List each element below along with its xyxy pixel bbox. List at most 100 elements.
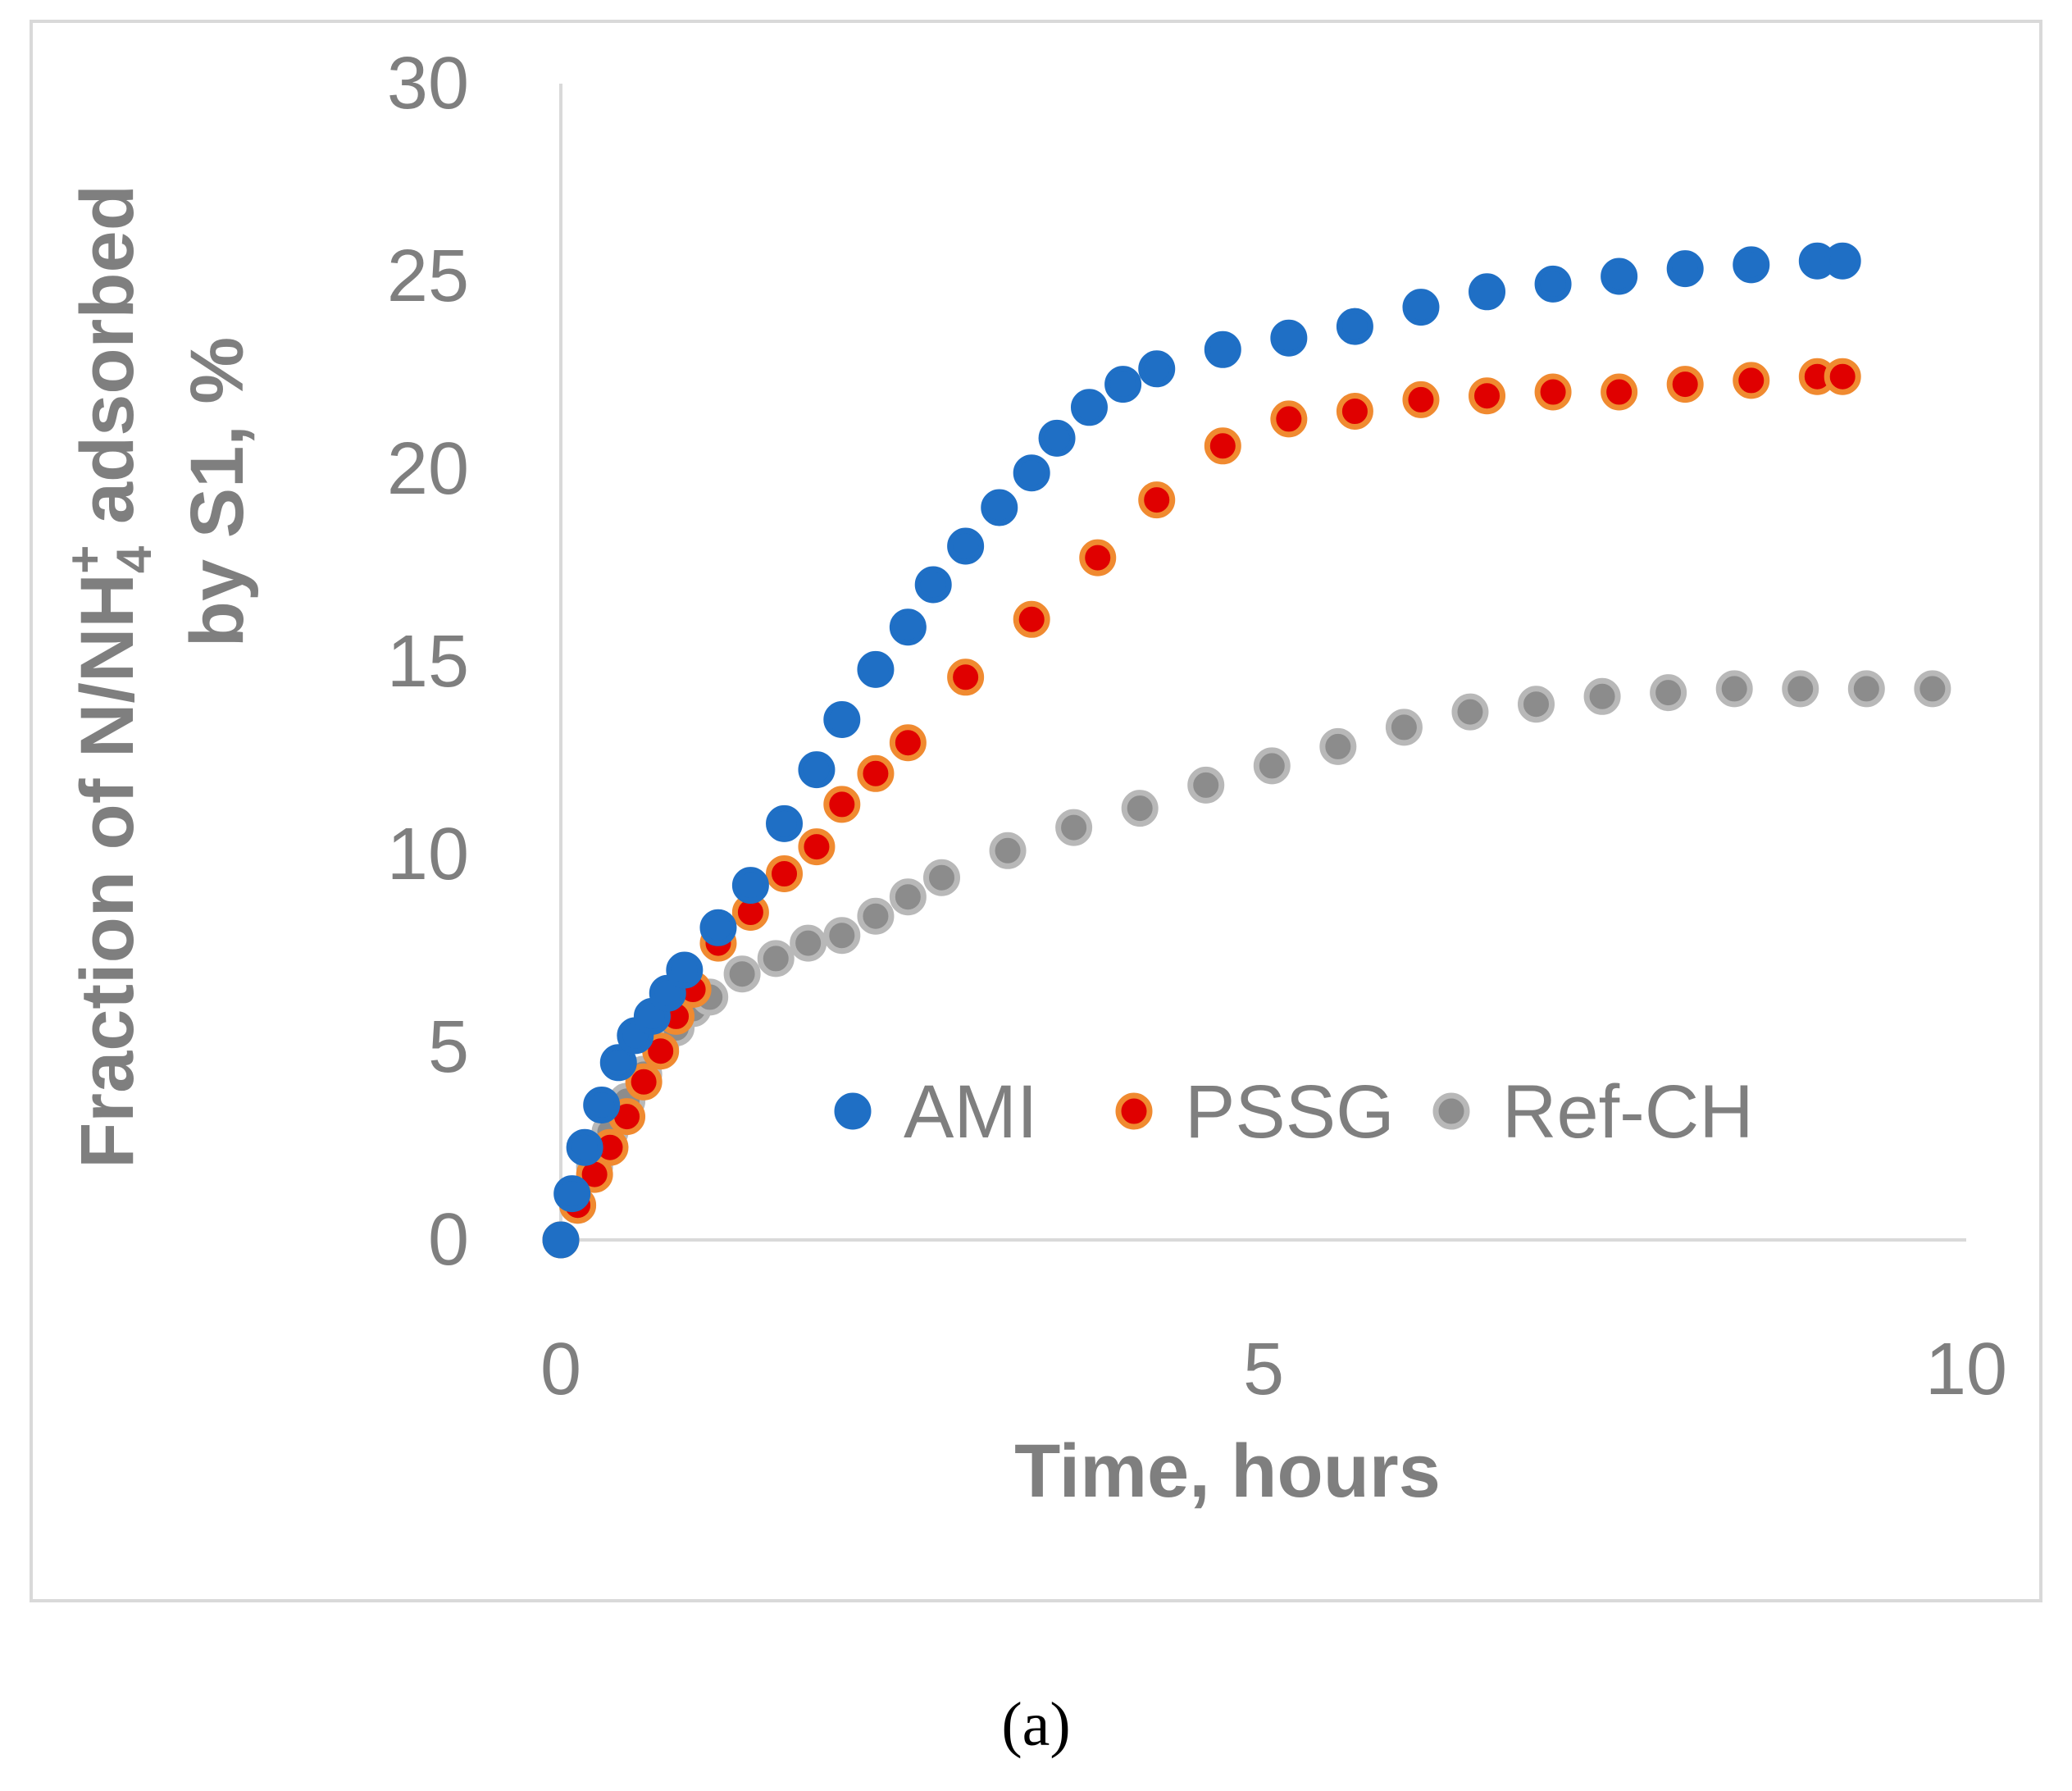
y-tick-label: 5 [428, 1006, 469, 1088]
point-ref-ch [857, 897, 895, 935]
point-ami [823, 701, 861, 738]
point-ami [947, 527, 985, 565]
point-ami [699, 909, 737, 946]
point-ami [1336, 308, 1373, 345]
point-ami [583, 1087, 621, 1123]
point-ref-ch [790, 924, 827, 962]
point-pssg [1534, 373, 1572, 411]
y-tick-label: 10 [387, 813, 469, 896]
point-pssg [1336, 393, 1373, 430]
point-pssg [1601, 373, 1638, 411]
point-ref-ch [1847, 670, 1885, 708]
point-ami [981, 489, 1018, 526]
point-ref-ch [1385, 709, 1423, 746]
points-layer [542, 242, 1951, 1259]
point-ref-ch [1187, 766, 1225, 804]
point-pssg [625, 1063, 663, 1101]
point-ami [1666, 250, 1704, 288]
point-ref-ch [723, 955, 761, 993]
legend-marker-ref-ch [1432, 1092, 1470, 1130]
point-ami [1469, 273, 1506, 311]
point-pssg [1402, 381, 1440, 418]
panel-label: (a) [1001, 1690, 1071, 1759]
point-ref-ch [1518, 686, 1555, 723]
point-ami [542, 1221, 580, 1259]
y-axis-title-line-1: Fraction of N/NH4+ adsorbed [57, 185, 162, 1169]
point-ami [798, 751, 836, 789]
point-pssg [1469, 377, 1506, 415]
point-pssg [798, 828, 836, 866]
legend: AMI PSSG Ref-CH [834, 1070, 1754, 1154]
y-tick-label: 20 [387, 428, 469, 510]
y-axis-title-suffix: adsorbed [66, 185, 149, 545]
legend-item-ami: AMI [834, 1070, 1038, 1154]
point-pssg [823, 786, 861, 823]
legend-item-pssg: PSSG [1115, 1070, 1395, 1154]
point-ami [1204, 330, 1241, 368]
point-ami [599, 1044, 637, 1082]
legend-marker-pssg [1115, 1092, 1153, 1130]
chart-svg: 0 5 10 15 20 25 30 0 5 10 AMI PSSG Ref-CH Time, hou… [57, 43, 2007, 1513]
point-pssg [1666, 366, 1704, 403]
point-ref-ch [823, 917, 861, 955]
x-tick-label: 10 [1925, 1328, 2007, 1410]
point-ami [566, 1128, 603, 1166]
point-ref-ch [1055, 809, 1093, 846]
point-ami [666, 951, 704, 989]
point-ami [731, 867, 769, 905]
y-tick-label: 15 [387, 621, 469, 703]
y-axis-title-subscript: 4 [107, 545, 162, 573]
point-ami [857, 650, 895, 688]
y-axis-title-line-2: by S1, % [175, 337, 259, 647]
x-axis-title: Time, hours [1014, 1429, 1441, 1513]
point-ami [1270, 319, 1308, 357]
point-ami [914, 566, 952, 604]
point-ami [1038, 419, 1076, 457]
point-ref-ch [1319, 727, 1357, 765]
point-ami [1013, 454, 1050, 492]
axes-layer: 0 5 10 15 20 25 30 0 5 10 [387, 43, 2007, 1410]
point-ref-ch [989, 832, 1027, 869]
point-ami [1402, 289, 1440, 326]
point-pssg [1204, 427, 1241, 465]
point-pssg [1270, 400, 1308, 438]
point-ref-ch [1583, 677, 1621, 715]
point-ami [553, 1175, 591, 1213]
point-ref-ch [1715, 670, 1753, 708]
point-ami [1138, 350, 1176, 388]
point-ami [1104, 366, 1142, 403]
point-pssg [947, 659, 985, 696]
point-ref-ch [1914, 670, 1951, 708]
y-axis-title-superscript: + [57, 545, 112, 574]
point-pssg [766, 855, 804, 892]
point-ref-ch [1253, 747, 1291, 785]
y-axis-title-prefix: Fraction of N/NH [66, 573, 149, 1169]
point-pssg [1824, 358, 1861, 395]
point-pssg [1079, 539, 1117, 576]
point-pssg [1013, 600, 1050, 638]
point-pssg [889, 724, 927, 762]
y-tick-label: 0 [428, 1199, 469, 1281]
point-ref-ch [1650, 674, 1687, 712]
point-ami [766, 804, 804, 842]
point-ref-ch [1451, 693, 1489, 731]
chart-frame [30, 20, 2042, 1602]
point-ami [1534, 265, 1572, 303]
point-pssg [1138, 481, 1176, 519]
point-ami [1733, 246, 1770, 284]
legend-marker-ami [834, 1092, 872, 1130]
legend-label-pssg: PSSG [1185, 1070, 1395, 1154]
legend-item-ref-ch: Ref-CH [1432, 1070, 1754, 1154]
point-ref-ch [889, 878, 927, 916]
legend-label-ami: AMI [904, 1070, 1038, 1154]
point-ref-ch [1121, 790, 1159, 827]
y-tick-label: 30 [387, 43, 469, 125]
point-ami [1601, 257, 1638, 295]
point-ref-ch [922, 859, 960, 896]
point-pssg [1733, 362, 1770, 399]
x-tick-label: 5 [1243, 1328, 1284, 1410]
y-tick-label: 25 [387, 235, 469, 317]
point-pssg [857, 754, 895, 792]
point-ami [1070, 389, 1108, 426]
point-ref-ch [1782, 670, 1819, 708]
